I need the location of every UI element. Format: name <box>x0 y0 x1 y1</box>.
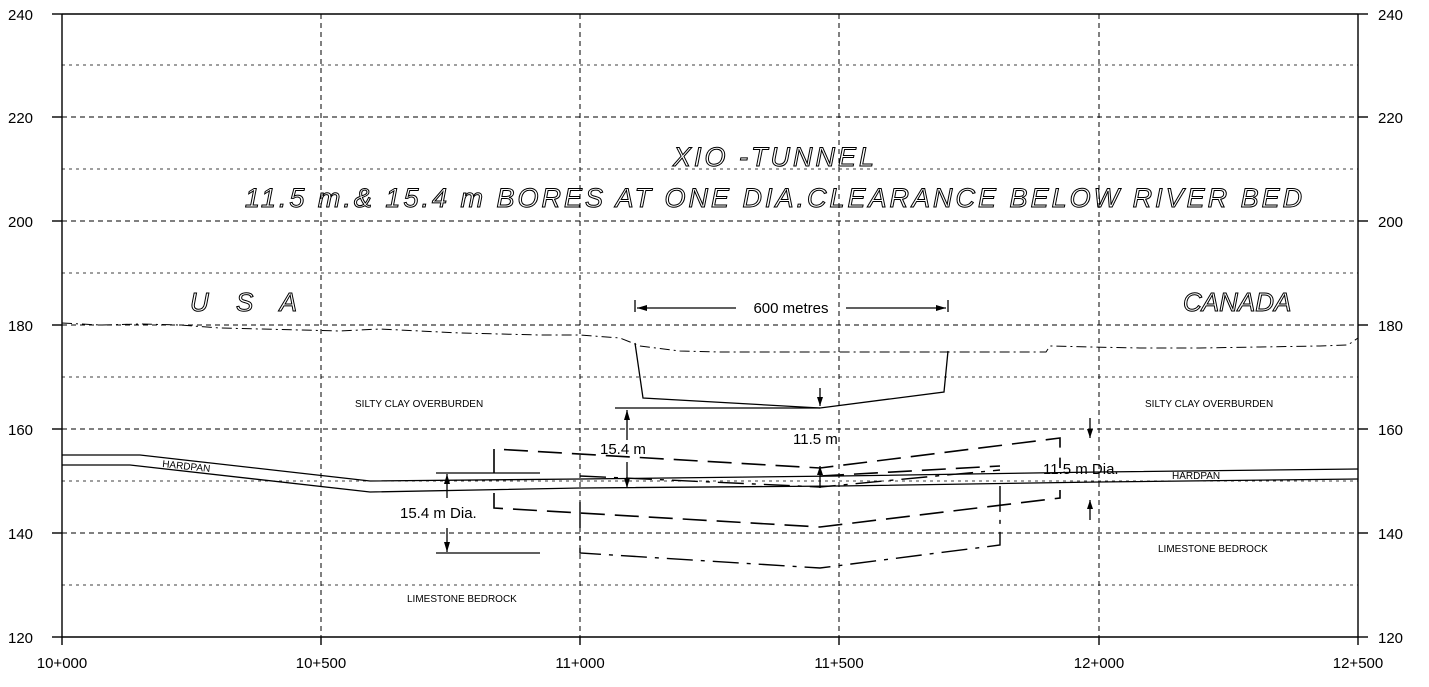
span-dimension: 600 metres <box>634 300 949 317</box>
y-axis-right-labels: 240 220 200 180 160 140 120 <box>1378 7 1403 647</box>
drawing-subtitle: 11.5 m.& 15.4 m BORES AT ONE DIA.CLEARAN… <box>245 183 1305 213</box>
stratum-label-hardpan-left: HARDPAN <box>162 459 211 475</box>
bore-15-4m <box>493 437 1061 569</box>
stratum-label-bedrock-left: LIMESTONE BEDROCK <box>407 594 517 605</box>
country-label-canada: CANADA <box>1183 287 1291 317</box>
vertical-gridlines <box>320 14 1100 637</box>
dimension-15-4-dia: 15.4 m Dia. <box>400 472 540 554</box>
stratum-label-overburden-right: SILTY CLAY OVERBURDEN <box>1145 399 1273 410</box>
span-dimension-label: 600 metres <box>753 300 828 317</box>
stratum-label-hardpan-right: HARDPAN <box>1172 471 1220 482</box>
y-tick-label: 200 <box>1378 214 1403 231</box>
dimension-11-5-dia: 11.5 m Dia. <box>1043 418 1119 520</box>
y-tick-label: 160 <box>8 422 33 439</box>
dredged-channel <box>634 342 949 409</box>
y-tick-label: 220 <box>8 110 33 127</box>
x-axis-labels: 10+000 10+500 11+000 11+500 12+000 12+50… <box>37 655 1383 672</box>
y-tick-label: 200 <box>8 214 33 231</box>
y-tick-label: 180 <box>1378 318 1403 335</box>
drawing-title: XIO -TUNNEL <box>672 142 877 172</box>
drawing-frame <box>52 13 1368 645</box>
stratum-label-overburden-left: SILTY CLAY OVERBURDEN <box>355 399 483 410</box>
y-tick-label: 120 <box>8 630 33 647</box>
dimension-15-4-depth-label: 15.4 m <box>600 441 646 458</box>
y-tick-label: 180 <box>8 318 33 335</box>
y-tick-label: 220 <box>1378 110 1403 127</box>
y-tick-label: 120 <box>1378 630 1403 647</box>
dimension-11-5-depth: 11.5 m <box>793 388 838 488</box>
x-tick-label: 11+000 <box>555 655 604 672</box>
y-axis-left-labels: 240 220 200 180 160 140 120 <box>8 7 33 647</box>
x-tick-label: 11+500 <box>814 655 863 672</box>
river-bed-line <box>61 322 1359 353</box>
stratum-label-bedrock-right: LIMESTONE BEDROCK <box>1158 544 1268 555</box>
hardpan-top-line <box>62 454 1359 482</box>
x-tick-label: 10+000 <box>37 655 87 672</box>
y-tick-label: 240 <box>1378 7 1403 24</box>
country-label-usa: U S A <box>190 287 307 317</box>
bedrock-top-line <box>62 464 1359 493</box>
dimension-15-4-depth: 15.4 m <box>600 407 820 488</box>
dimension-11-5-dia-label: 11.5 m Dia. <box>1043 461 1119 478</box>
x-tick-label: 10+500 <box>296 655 346 672</box>
x-tick-label: 12+500 <box>1333 655 1383 672</box>
y-tick-label: 140 <box>8 526 33 543</box>
y-tick-label: 160 <box>1378 422 1403 439</box>
y-tick-label: 240 <box>8 7 33 24</box>
x-tick-label: 12+000 <box>1074 655 1124 672</box>
y-tick-label: 140 <box>1378 526 1403 543</box>
dimension-11-5-depth-label: 11.5 m <box>793 431 838 448</box>
dimension-15-4-dia-label: 15.4 m Dia. <box>400 505 477 522</box>
